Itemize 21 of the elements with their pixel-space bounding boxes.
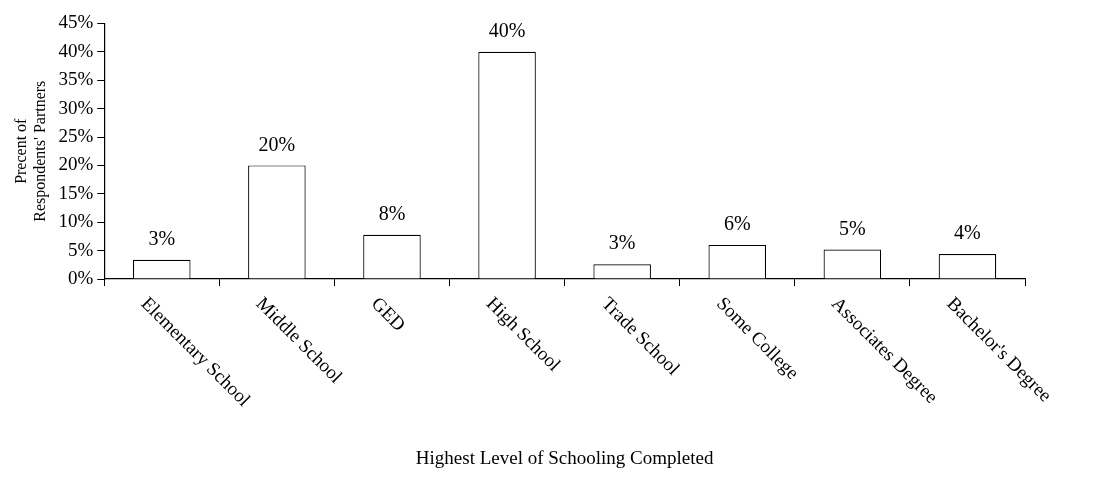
y-tick-label: 25% — [58, 124, 94, 146]
y-tick-label: 40% — [58, 39, 94, 61]
data-label: 5% — [839, 216, 866, 239]
data-label: 3% — [148, 226, 176, 249]
y-axis-title: Precent of Respondents' Partners — [11, 80, 49, 222]
y-tick-label: 30% — [58, 96, 94, 118]
x-tick-label: GED — [367, 292, 411, 335]
data-label: 20% — [258, 132, 296, 155]
x-axis-title: Highest Level of Schooling Completed — [415, 446, 714, 468]
y-tick-label: 35% — [58, 68, 94, 90]
data-label: 40% — [488, 19, 526, 42]
y-tick-label: 0% — [67, 266, 94, 288]
y-tick-label: 15% — [58, 181, 94, 203]
data-label: 3% — [608, 231, 636, 254]
data-label: 4% — [954, 221, 981, 244]
y-tick-label: 45% — [58, 11, 94, 33]
y-tick-label: 5% — [67, 238, 94, 260]
y-tick-label: 20% — [58, 153, 94, 175]
y-tick-label: 10% — [58, 210, 94, 232]
data-label: 8% — [378, 201, 406, 224]
data-label: 6% — [723, 212, 751, 235]
